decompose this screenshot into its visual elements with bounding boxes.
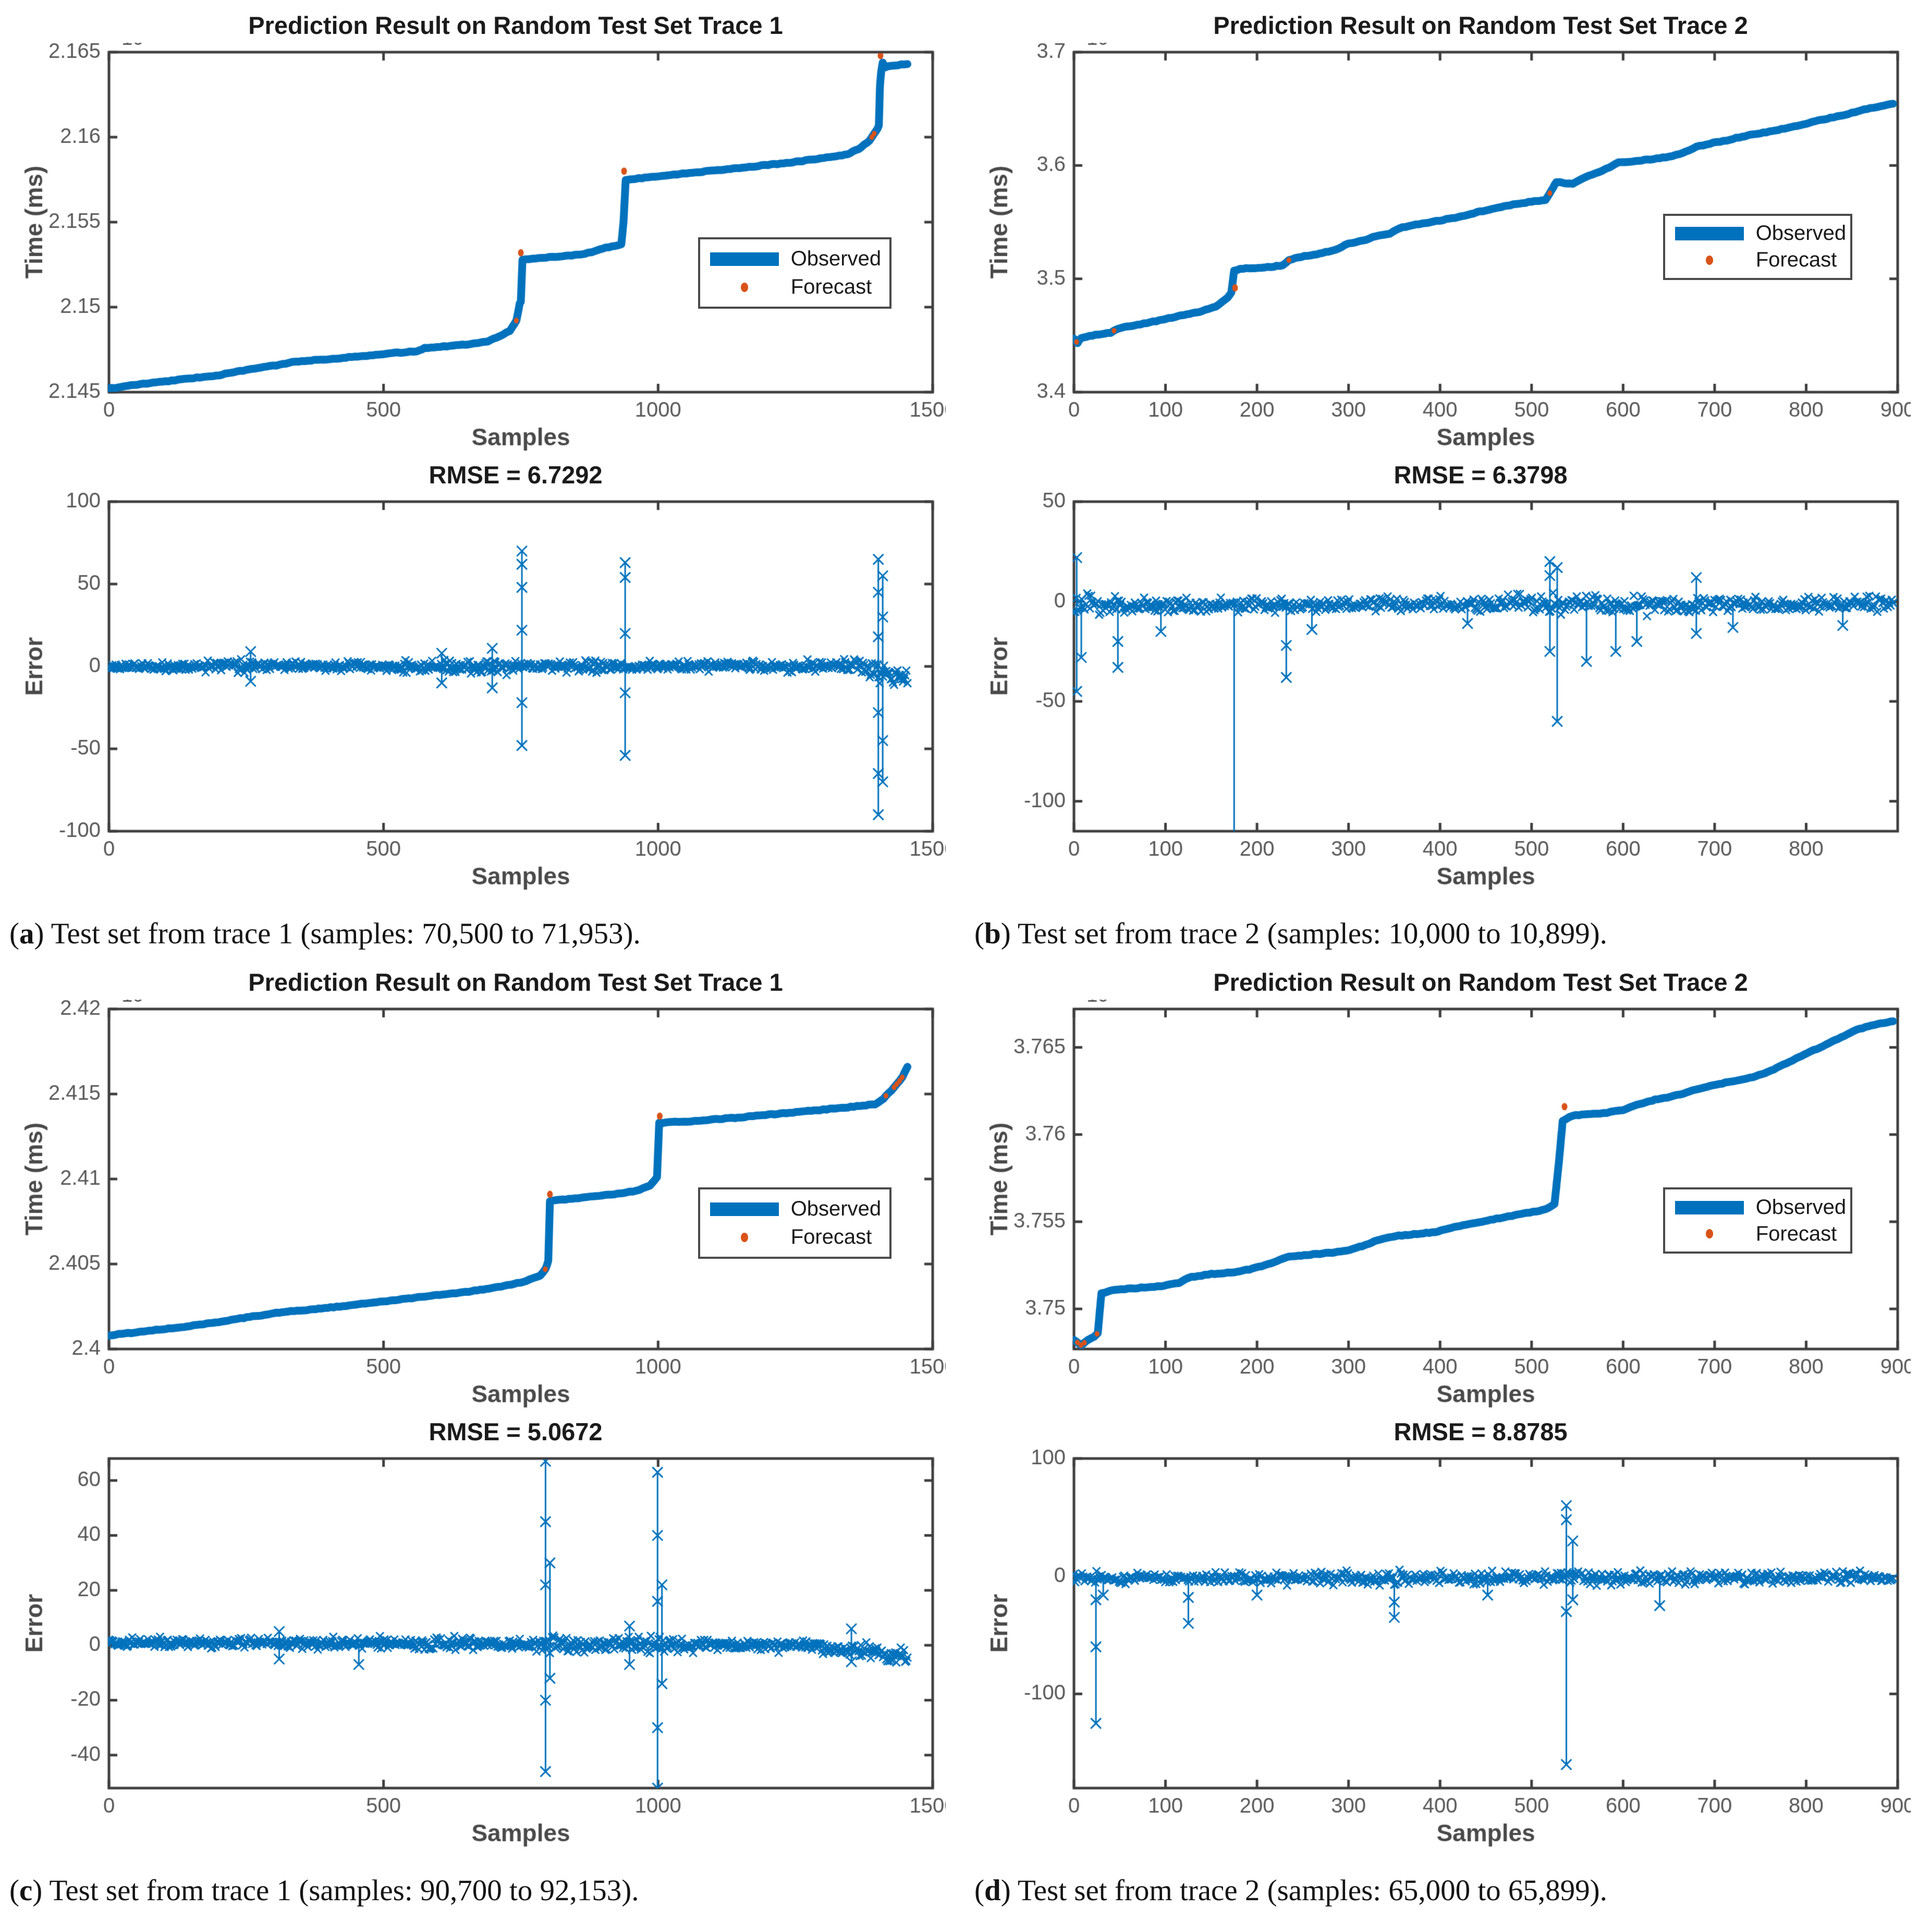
prediction-chart-title-c: Prediction Result on Random Test Set Tra… xyxy=(248,968,783,996)
prediction-chart-title-b: Prediction Result on Random Test Set Tra… xyxy=(1213,11,1748,39)
observed-line-icon xyxy=(1675,1200,1744,1214)
forecast-dot-icon xyxy=(740,282,748,292)
subfigure-c: Prediction Result on Random Test Set Tra… xyxy=(0,964,965,1921)
caption-c: (c) Test set from trace 1 (samples: 90,7… xyxy=(9,1874,639,1907)
legend-row-forecast: Forecast xyxy=(1670,248,1845,272)
observed-line-swatch xyxy=(1670,226,1749,240)
legend-forecast-label: Forecast xyxy=(790,1225,872,1249)
forecast-dot-swatch xyxy=(705,282,784,292)
error-plot-d xyxy=(972,1449,1911,1856)
observed-line-icon xyxy=(1675,226,1744,240)
forecast-dot-swatch xyxy=(1670,255,1749,265)
caption-b: (b) Test set from trace 2 (samples: 10,0… xyxy=(974,917,1607,950)
observed-line-icon xyxy=(710,252,779,266)
observed-line-swatch xyxy=(1670,1200,1749,1214)
forecast-dot-swatch xyxy=(1670,1229,1749,1239)
legend-forecast-label: Forecast xyxy=(790,275,872,299)
observed-line-swatch xyxy=(705,252,784,266)
legend-observed-label: Observed xyxy=(1755,1196,1847,1219)
error-chart-canvas-c xyxy=(7,1449,946,1856)
forecast-dot-icon xyxy=(740,1232,748,1242)
error-plot-a xyxy=(7,492,946,899)
legend-forecast-label: Forecast xyxy=(1755,1222,1837,1245)
observed-line-swatch xyxy=(705,1202,784,1216)
legend-a: Observed Forecast xyxy=(698,237,891,309)
prediction-plot-a: Observed Forecast xyxy=(7,43,946,460)
rmse-title-b: RMSE = 6.3798 xyxy=(1394,461,1568,489)
legend-b: Observed Forecast xyxy=(1663,213,1853,280)
subfigure-a: Prediction Result on Random Test Set Tra… xyxy=(0,7,965,964)
error-plot-b xyxy=(972,492,1911,899)
legend-row-forecast: Forecast xyxy=(1670,1222,1845,1246)
legend-observed-label: Observed xyxy=(790,1197,882,1221)
error-chart-canvas-b xyxy=(972,492,1911,899)
forecast-dot-icon xyxy=(1705,1229,1713,1239)
legend-d: Observed Forecast xyxy=(1663,1187,1853,1254)
legend-row-forecast: Forecast xyxy=(705,275,884,299)
subfigure-d: Prediction Result on Random Test Set Tra… xyxy=(965,964,1930,1921)
legend-row-observed: Observed xyxy=(705,247,884,271)
prediction-chart-title-d: Prediction Result on Random Test Set Tra… xyxy=(1213,968,1748,996)
error-chart-canvas-d xyxy=(972,1449,1911,1856)
forecast-dot-icon xyxy=(1705,255,1713,265)
legend-observed-label: Observed xyxy=(790,247,882,271)
error-chart-canvas-a xyxy=(7,492,946,899)
legend-c: Observed Forecast xyxy=(698,1187,891,1259)
legend-row-observed: Observed xyxy=(705,1197,884,1221)
legend-row-observed: Observed xyxy=(1670,1196,1847,1219)
caption-a: (a) Test set from trace 1 (samples: 70,5… xyxy=(9,917,641,950)
legend-row-forecast: Forecast xyxy=(705,1225,884,1249)
rmse-title-a: RMSE = 6.7292 xyxy=(429,461,603,489)
legend-row-observed: Observed xyxy=(1670,222,1847,245)
prediction-plot-b: Observed Forecast xyxy=(972,43,1911,460)
error-plot-c xyxy=(7,1449,946,1856)
subfigure-b: Prediction Result on Random Test Set Tra… xyxy=(965,7,1930,964)
prediction-plot-c: Observed Forecast xyxy=(7,1000,946,1417)
legend-observed-label: Observed xyxy=(1755,222,1847,245)
prediction-plot-d: Observed Forecast xyxy=(972,1000,1911,1417)
rmse-title-c: RMSE = 5.0672 xyxy=(429,1418,603,1445)
caption-d: (d) Test set from trace 2 (samples: 65,0… xyxy=(974,1874,1607,1907)
forecast-dot-swatch xyxy=(705,1232,784,1242)
rmse-title-d: RMSE = 8.8785 xyxy=(1394,1418,1568,1445)
observed-line-icon xyxy=(710,1202,779,1216)
legend-forecast-label: Forecast xyxy=(1755,248,1837,272)
prediction-chart-title-a: Prediction Result on Random Test Set Tra… xyxy=(248,11,783,39)
